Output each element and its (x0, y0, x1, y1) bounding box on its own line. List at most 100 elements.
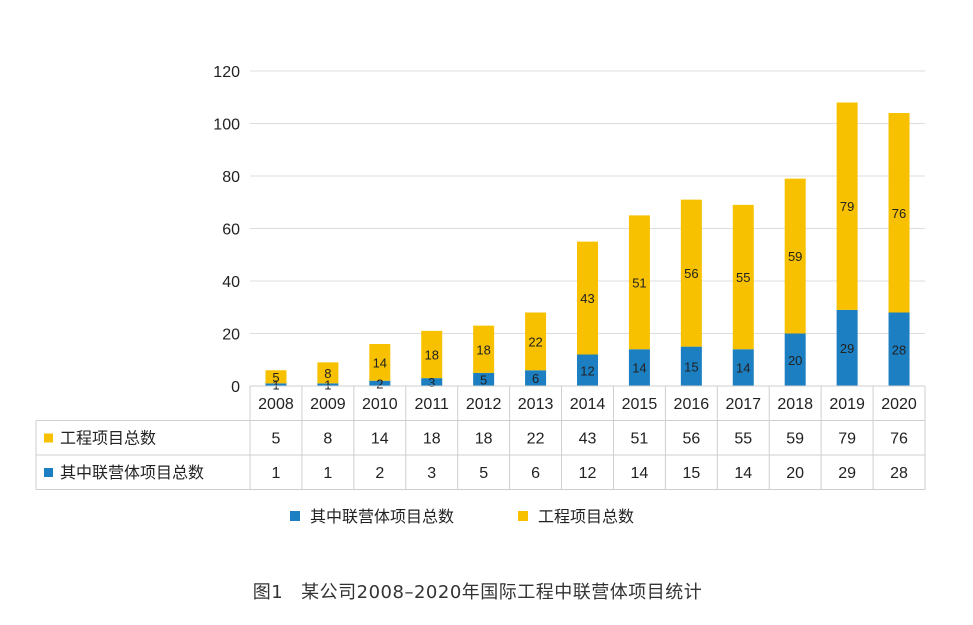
data-label-total: 43 (580, 291, 594, 306)
table-cell: 51 (631, 431, 649, 448)
table-cell: 55 (734, 431, 752, 448)
data-label-joint: 5 (480, 372, 487, 387)
legend-label: 其中联营体项目总数 (310, 508, 454, 526)
bar-segment-total (628, 215, 650, 350)
bar-segment-joint (525, 370, 547, 386)
table-cell: 1 (272, 465, 281, 482)
bar-segment-total (421, 330, 443, 379)
legend-label: 工程项目总数 (538, 508, 634, 526)
y-tick-label: 120 (213, 64, 240, 81)
x-tick-label: 2012 (466, 396, 502, 413)
bar-segment-joint (577, 354, 598, 386)
table-row-label: 工程项目总数 (60, 430, 156, 448)
data-label-total: 5 (272, 370, 279, 385)
table-cell: 8 (323, 431, 332, 448)
bar-segment-joint (680, 346, 702, 386)
data-label-total: 8 (324, 366, 331, 381)
bar-segment-joint (888, 312, 910, 386)
bar-segment-total (525, 312, 547, 371)
data-label-total: 18 (424, 348, 438, 363)
table-cell: 43 (579, 431, 597, 448)
legend-swatch (518, 511, 528, 521)
bar-segment-total (680, 199, 702, 347)
table-cell: 56 (682, 431, 700, 448)
x-tick-label: 2015 (622, 396, 658, 413)
bar-segment-total (265, 370, 287, 384)
data-label-joint: 2 (376, 376, 383, 391)
table-cell: 79 (838, 431, 856, 448)
data-label-joint: 6 (532, 371, 539, 386)
bar-segment-joint (369, 380, 391, 386)
table-cell: 2 (375, 465, 384, 482)
x-tick-label: 2018 (777, 396, 813, 413)
data-label-total: 22 (528, 334, 542, 349)
table-cell: 18 (475, 431, 493, 448)
figure-label: 图1 (252, 582, 284, 603)
data-label-joint: 12 (580, 363, 594, 378)
bar-segment-total (784, 178, 806, 334)
table-cell: 59 (786, 431, 804, 448)
y-tick-label: 80 (222, 169, 240, 186)
data-label-total: 18 (476, 342, 490, 357)
table-cell: 22 (527, 431, 545, 448)
table-cell: 14 (371, 431, 389, 448)
data-label-joint: 29 (840, 341, 854, 356)
table-cell: 1 (323, 465, 332, 482)
x-tick-label: 2014 (570, 396, 606, 413)
stacked-bar-chart: 0204060801001201518214318518622124314511… (35, 64, 926, 526)
table-legend-key (44, 433, 53, 443)
data-label-total: 76 (892, 206, 906, 221)
table-cell: 28 (890, 465, 908, 482)
data-label-joint: 15 (684, 359, 698, 374)
table-cell: 14 (631, 465, 649, 482)
legend-swatch (290, 511, 300, 521)
data-label-joint: 1 (324, 378, 331, 393)
y-tick-label: 100 (213, 117, 240, 134)
table-cell: 15 (682, 465, 700, 482)
y-tick-label: 60 (222, 222, 240, 239)
bar-segment-total (317, 362, 339, 384)
table-cell: 6 (531, 465, 540, 482)
table-cell: 18 (423, 431, 441, 448)
y-tick-label: 0 (231, 379, 240, 396)
x-tick-label: 2011 (415, 396, 450, 413)
data-label-total: 59 (788, 249, 802, 264)
table-cell: 14 (734, 465, 752, 482)
y-tick-label: 40 (222, 274, 240, 291)
data-label-joint: 28 (892, 342, 906, 357)
bar-segment-joint (784, 333, 806, 386)
table-cell: 20 (786, 465, 804, 482)
data-label-total: 14 (373, 355, 387, 370)
table-cell: 12 (579, 465, 597, 482)
bar-segment-joint (836, 309, 858, 386)
figure-title: 某公司2008–2020年国际工程中联营体项目统计 (301, 582, 703, 603)
data-label-joint: 14 (632, 361, 646, 376)
x-tick-label: 2010 (362, 396, 398, 413)
data-label-joint: 1 (272, 378, 279, 393)
bar-segment-joint (265, 383, 287, 386)
bar-segment-total (888, 113, 910, 313)
data-label-total: 55 (736, 270, 750, 285)
bar-segment-joint (317, 383, 339, 386)
data-label-total: 56 (684, 266, 698, 281)
bar-segment-total (732, 204, 754, 350)
table-cell: 3 (427, 465, 436, 482)
x-tick-label: 2009 (310, 396, 346, 413)
table-cell: 29 (838, 465, 856, 482)
data-label-total: 79 (840, 199, 854, 214)
figure-caption: 图1 某公司2008–2020年国际工程中联营体项目统计 (0, 578, 973, 604)
bar-segment-total (369, 344, 391, 381)
table-cell: 5 (272, 431, 281, 448)
data-label-total: 51 (632, 275, 646, 290)
x-tick-label: 2017 (725, 396, 761, 413)
data-label-joint: 3 (428, 375, 435, 390)
x-tick-label: 2016 (674, 396, 710, 413)
table-cell: 76 (890, 431, 908, 448)
table-legend-key (44, 468, 53, 477)
data-label-joint: 14 (736, 361, 750, 376)
y-tick-label: 20 (222, 327, 240, 344)
x-tick-label: 2008 (258, 396, 294, 413)
bar-segment-total (473, 325, 495, 373)
bar-segment-joint (473, 372, 495, 386)
x-tick-label: 2013 (518, 396, 554, 413)
